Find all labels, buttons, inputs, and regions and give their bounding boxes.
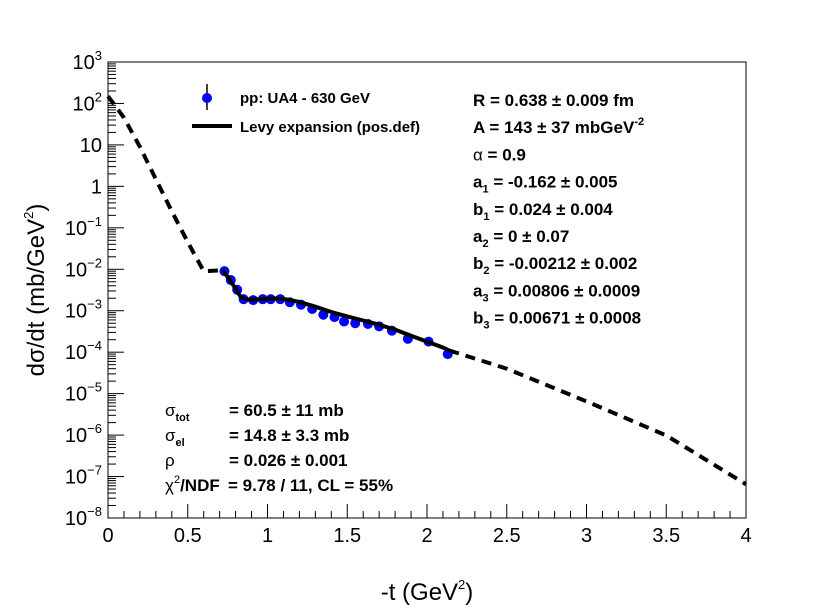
fit-parameter: A = 143 ± 37 mbGeV-2: [473, 116, 644, 137]
y-tick-label: 10−7: [65, 463, 102, 489]
legend: pp: UA4 - 630 GeV Levy expansion (pos.def…: [192, 84, 420, 136]
y-tick-label: 103: [73, 48, 102, 74]
data-point: [339, 316, 350, 327]
result-name: χ2/NDF: [165, 474, 220, 495]
y-tick-label: 10−6: [65, 421, 102, 447]
fit-parameter: b3 = 0.00671 ± 0.0008: [473, 309, 641, 332]
x-axis-title: -t (GeV2): [381, 577, 474, 606]
y-tick-label: 102: [73, 89, 102, 115]
result-value: = 14.8 ± 3.3 mb: [229, 426, 349, 445]
result-name: ρ: [165, 451, 175, 470]
x-tick-label: 3: [581, 525, 592, 547]
legend-point-marker: [202, 93, 212, 103]
levy-fit-line: [221, 269, 451, 353]
fit-parameter: a3 = 0.00806 ± 0.0009: [473, 281, 640, 304]
result-name: σel: [165, 426, 185, 449]
result-value: = 0.026 ± 0.001: [229, 451, 348, 470]
levy-extrapolation-dashed-line: [106, 95, 223, 274]
result-name: σtot: [165, 401, 190, 424]
x-axis: 0 0.5 1 1.5 2 2.5 3 3.5 4: [102, 504, 752, 547]
plot-series: [106, 95, 748, 487]
x-tick-label: 0.5: [174, 525, 202, 547]
x-tick-label: 3.5: [652, 525, 680, 547]
x-tick-label: 4: [740, 525, 751, 547]
y-tick-label: 10: [80, 135, 102, 157]
y-tick-label: 1: [91, 176, 102, 198]
fit-parameter: α = 0.9: [473, 145, 526, 164]
fit-parameters: R = 0.638 ± 0.009 fm A = 143 ± 37 mbGeV-2…: [473, 91, 644, 332]
levy-extrapolation-dashed-line: [448, 348, 748, 487]
plot-frame-border: [107, 61, 747, 519]
fit-parameter: a2 = 0 ± 0.07: [473, 227, 569, 250]
y-tick-label: 10−8: [65, 504, 102, 530]
y-axis-title: dσ/dt (mb/GeV2): [21, 204, 50, 377]
legend-label-fit: Levy expansion (pos.def): [240, 119, 420, 136]
legend-label-data: pp: UA4 - 630 GeV: [240, 90, 370, 107]
x-tick-label: 0: [102, 525, 113, 547]
x-tick-label: 2.5: [493, 525, 521, 547]
x-tick-label: 1: [262, 525, 273, 547]
x-tick-label: 1.5: [333, 525, 361, 547]
cross-section-results: σtot = 60.5 ± 11 mb σel = 14.8 ± 3.3 mb ρ = 0…: [165, 401, 393, 495]
result-value: = 60.5 ± 11 mb: [229, 401, 344, 420]
x-tick-label: 2: [421, 525, 432, 547]
result-value: = 9.78 / 11, CL = 55%: [228, 476, 393, 495]
fit-parameter: R = 0.638 ± 0.009 fm: [473, 91, 634, 110]
y-tick-label: 10−1: [65, 214, 102, 240]
fit-parameter: b2 = -0.00212 ± 0.002: [473, 254, 637, 277]
y-tick-label: 10−4: [65, 338, 102, 364]
fit-parameter: a1 = -0.162 ± 0.005: [473, 173, 618, 196]
y-tick-label: 10−2: [65, 255, 102, 281]
y-axis: 10−8 10−7 10−6 10−5 10−4 10−3 10−2 10−1 1 10 102 10…: [65, 48, 124, 530]
plot-frame: [107, 61, 747, 519]
y-tick-label: 10−5: [65, 380, 102, 406]
fit-parameter: b1 = 0.024 ± 0.004: [473, 200, 613, 223]
y-tick-label: 10−3: [65, 297, 102, 323]
